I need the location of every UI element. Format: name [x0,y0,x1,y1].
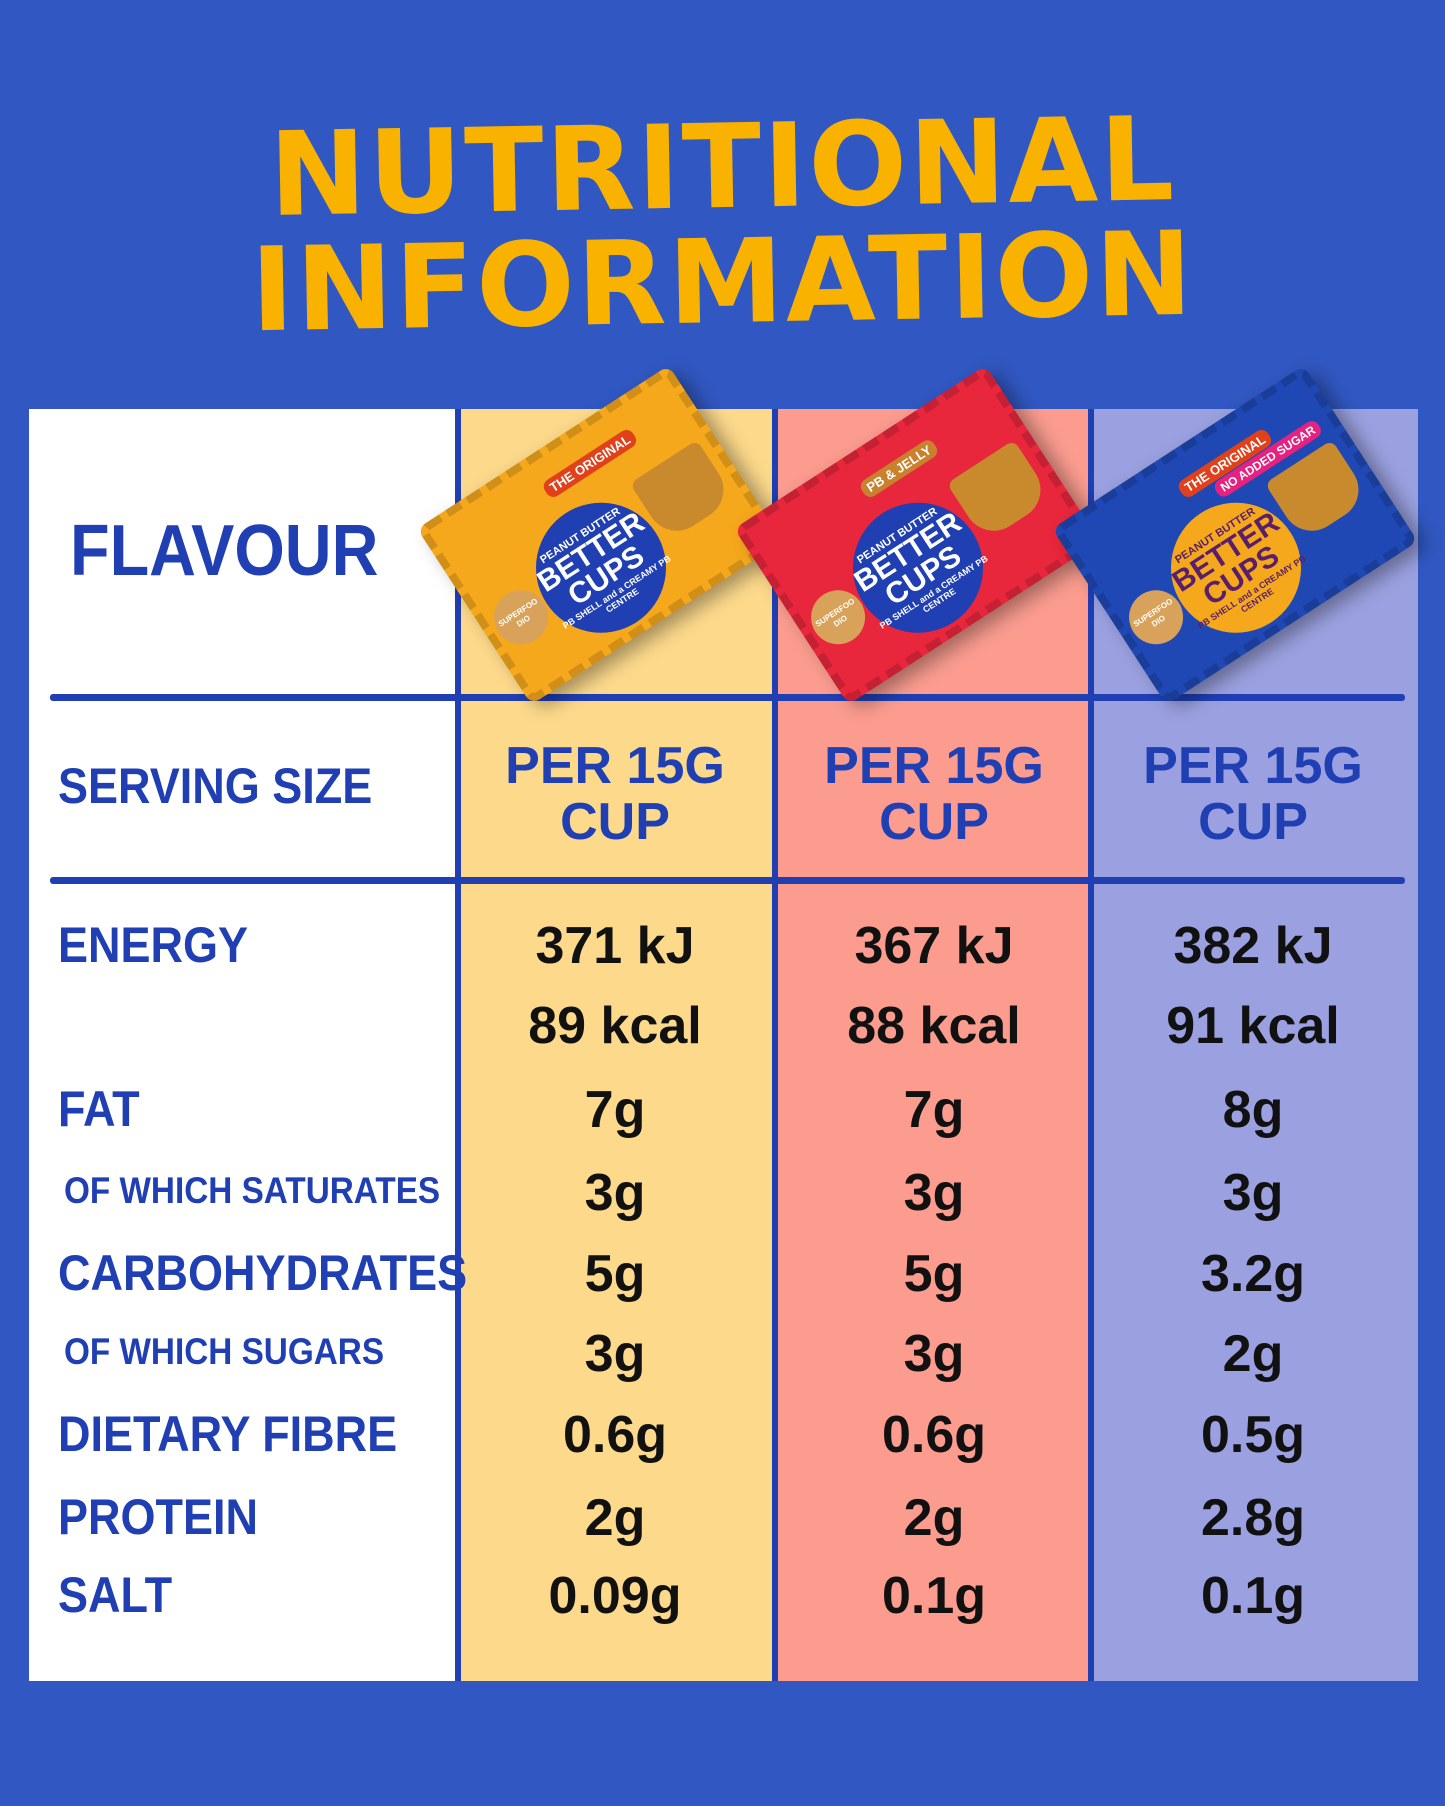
title-line-2: INFORMATION [249,206,1196,359]
value-carbohydrates: 5g [584,1245,646,1303]
label-sugars: OF WHICH SUGARS [64,1331,385,1372]
value-protein: 2g [584,1489,646,1547]
serving-line-2: CUP [560,793,670,851]
label-fibre: DIETARY FIBRE [58,1406,398,1462]
divider [455,409,461,1681]
label-flavour: FLAVOUR [70,511,379,591]
label-energy: ENERGY [58,917,249,973]
label-saturates: OF WHICH SATURATES [64,1170,441,1211]
value-sugars: 3g [584,1325,646,1383]
value-energy-kj: 367 kJ [854,917,1014,975]
label-carbohydrates: CARBOHYDRATES [58,1245,468,1301]
value-fat: 7g [903,1081,965,1139]
value-fat: 8g [1222,1081,1284,1139]
divider [772,409,778,1681]
value-fibre: 0.6g [881,1406,987,1464]
label-column [29,409,457,1681]
value-salt: 0.1g [881,1567,987,1625]
divider [50,694,1405,701]
serving-size-value: PER 15G CUP [1096,738,1410,850]
label-serving-size: SERVING SIZE [58,758,373,814]
value-sugars: 3g [903,1325,965,1383]
value-salt: 0.09g [548,1567,682,1625]
divider [50,877,1405,884]
serving-line-1: PER 15G [1143,737,1363,795]
value-energy-kcal: 88 kcal [847,997,1021,1055]
pack-tag: PB & JELLY [857,437,941,501]
value-protein: 2.8g [1200,1489,1306,1547]
value-fibre: 0.5g [1200,1406,1306,1464]
value-energy-kj: 371 kJ [535,917,695,975]
value-saturates: 3g [1222,1164,1284,1222]
serving-line-2: CUP [1198,793,1308,851]
value-carbohydrates: 3.2g [1200,1245,1306,1303]
value-sugars: 2g [1222,1325,1284,1383]
serving-size-value: PER 15G CUP [458,738,772,850]
value-fibre: 0.6g [562,1406,668,1464]
label-fat: FAT [58,1081,140,1137]
label-salt: SALT [58,1567,173,1623]
value-saturates: 3g [584,1164,646,1222]
value-salt: 0.1g [1200,1567,1306,1625]
value-energy-kcal: 89 kcal [528,997,702,1055]
value-fat: 7g [584,1081,646,1139]
divider [1088,409,1094,1681]
label-protein: PROTEIN [58,1489,259,1545]
value-energy-kj: 382 kJ [1173,917,1333,975]
value-carbohydrates: 5g [903,1245,965,1303]
value-saturates: 3g [903,1164,965,1222]
serving-line-1: PER 15G [505,737,725,795]
serving-size-value: PER 15G CUP [777,738,1091,850]
value-energy-kcal: 91 kcal [1166,997,1340,1055]
value-protein: 2g [903,1489,965,1547]
serving-line-2: CUP [879,793,989,851]
pack-tag: THE ORIGINAL [540,426,640,501]
serving-line-1: PER 15G [824,737,1044,795]
